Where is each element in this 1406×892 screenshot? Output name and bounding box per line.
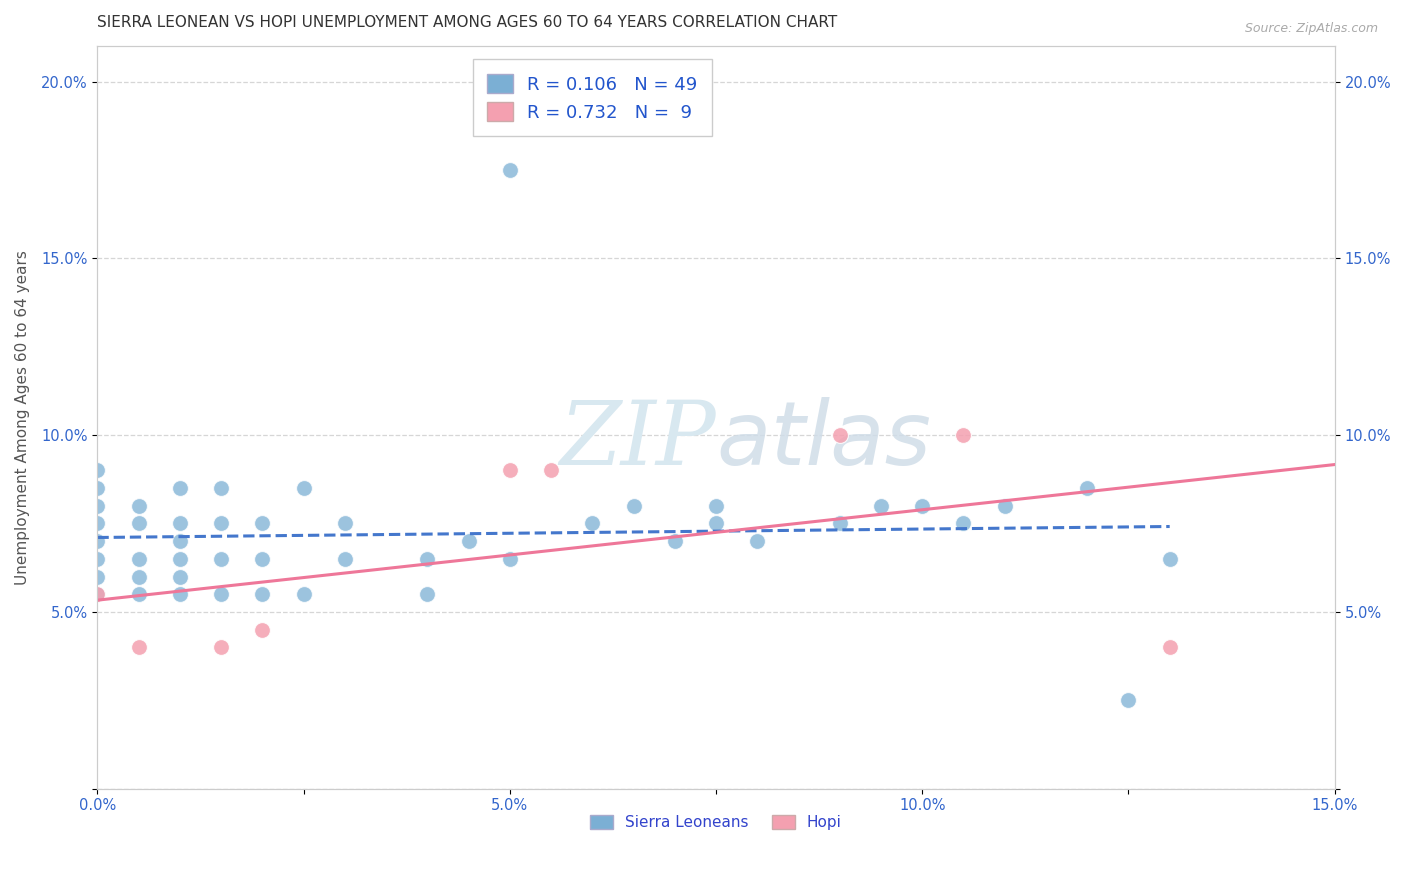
Point	[209, 587, 232, 601]
Text: atlas: atlas	[716, 397, 931, 483]
Point	[252, 551, 274, 566]
Point	[86, 534, 108, 549]
Point	[623, 499, 645, 513]
Point	[1159, 640, 1181, 655]
Point	[1076, 481, 1098, 495]
Point	[86, 481, 108, 495]
Point	[499, 163, 522, 178]
Point	[994, 499, 1017, 513]
Point	[292, 481, 315, 495]
Point	[1159, 551, 1181, 566]
Point	[128, 587, 150, 601]
Point	[499, 551, 522, 566]
Point	[169, 516, 191, 531]
Point	[1118, 693, 1140, 707]
Point	[86, 587, 108, 601]
Point	[828, 516, 851, 531]
Point	[128, 516, 150, 531]
Point	[333, 516, 356, 531]
Point	[169, 551, 191, 566]
Legend: Sierra Leoneans, Hopi: Sierra Leoneans, Hopi	[583, 809, 848, 837]
Point	[209, 516, 232, 531]
Point	[704, 499, 727, 513]
Point	[252, 623, 274, 637]
Text: SIERRA LEONEAN VS HOPI UNEMPLOYMENT AMONG AGES 60 TO 64 YEARS CORRELATION CHART: SIERRA LEONEAN VS HOPI UNEMPLOYMENT AMON…	[97, 15, 838, 30]
Point	[169, 481, 191, 495]
Point	[86, 516, 108, 531]
Point	[416, 551, 439, 566]
Point	[169, 534, 191, 549]
Point	[209, 551, 232, 566]
Point	[416, 587, 439, 601]
Point	[86, 499, 108, 513]
Point	[952, 516, 974, 531]
Point	[128, 551, 150, 566]
Point	[333, 551, 356, 566]
Point	[499, 463, 522, 477]
Text: ZIP: ZIP	[560, 396, 716, 483]
Point	[664, 534, 686, 549]
Point	[128, 499, 150, 513]
Text: Source: ZipAtlas.com: Source: ZipAtlas.com	[1244, 22, 1378, 36]
Point	[128, 640, 150, 655]
Point	[86, 569, 108, 583]
Point	[540, 463, 562, 477]
Point	[911, 499, 934, 513]
Point	[747, 534, 769, 549]
Point	[292, 587, 315, 601]
Point	[209, 640, 232, 655]
Point	[86, 587, 108, 601]
Point	[252, 587, 274, 601]
Point	[828, 428, 851, 442]
Point	[169, 569, 191, 583]
Point	[952, 428, 974, 442]
Point	[252, 516, 274, 531]
Point	[457, 534, 479, 549]
Point	[704, 516, 727, 531]
Point	[86, 551, 108, 566]
Point	[128, 569, 150, 583]
Point	[209, 481, 232, 495]
Point	[169, 587, 191, 601]
Y-axis label: Unemployment Among Ages 60 to 64 years: Unemployment Among Ages 60 to 64 years	[15, 250, 30, 585]
Point	[581, 516, 603, 531]
Point	[86, 463, 108, 477]
Point	[870, 499, 893, 513]
